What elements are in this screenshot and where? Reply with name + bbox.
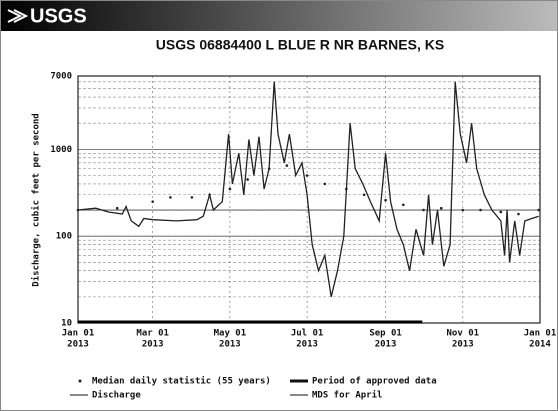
- y-tick-label: 1000: [50, 145, 72, 155]
- median-dot: [323, 182, 327, 186]
- median-dot: [479, 208, 482, 212]
- y-tick-label: 10: [61, 319, 72, 329]
- discharge-line: [77, 81, 539, 298]
- chart-title: USGS 06884400 L BLUE R NR BARNES, KS: [156, 37, 444, 53]
- x-tick-year: 2013: [452, 340, 474, 350]
- legend-label: Period of approved data: [312, 376, 437, 387]
- median-dot: [461, 208, 465, 212]
- median-dot: [401, 203, 405, 207]
- x-tick-year: 2013: [219, 340, 241, 350]
- median-dot: [345, 187, 348, 191]
- x-tick-label: May 01: [214, 329, 247, 339]
- median-dot: [115, 206, 119, 210]
- median-dot: [246, 178, 249, 181]
- header-bar: [1, 1, 557, 31]
- x-tick-label: Sep 01: [369, 329, 402, 339]
- median-dot: [439, 206, 443, 210]
- median-dot: [422, 208, 425, 212]
- x-tick-year: 2013: [142, 340, 164, 350]
- median-dot: [537, 208, 541, 212]
- median-dot: [151, 200, 154, 203]
- x-tick-year: 2013: [67, 340, 89, 350]
- legend-swatch: [78, 379, 82, 383]
- x-tick-label: Jan 01: [524, 329, 557, 339]
- y-tick-label: 100: [56, 232, 72, 242]
- legend-label: MDS for April: [312, 390, 382, 401]
- x-tick-year: 2013: [375, 340, 397, 350]
- median-dot: [517, 212, 520, 216]
- logo: USGS: [30, 5, 87, 27]
- median-dot: [76, 208, 80, 212]
- median-dot: [208, 193, 211, 197]
- legend-label: Median daily statistic (55 years): [92, 376, 271, 387]
- median-dot: [285, 164, 289, 167]
- x-tick-label: Jan 01: [62, 329, 95, 339]
- median-dot: [169, 196, 172, 199]
- median-dot: [267, 167, 271, 170]
- median-dot: [305, 174, 309, 177]
- median-dot: [384, 198, 387, 202]
- x-tick-label: Jul 01: [291, 329, 324, 339]
- median-dot: [228, 187, 232, 191]
- y-tick-label: 7000: [50, 72, 72, 82]
- median-dot: [362, 193, 366, 197]
- x-tick-label: Mar 01: [136, 329, 169, 339]
- x-tick-year: 2013: [296, 340, 318, 350]
- x-tick-label: Nov 01: [447, 329, 480, 339]
- median-dot: [190, 196, 194, 199]
- median-dot: [499, 210, 503, 214]
- y-axis-label: Discharge, cubic feet per second: [31, 113, 42, 286]
- logo-mark: [7, 9, 29, 23]
- x-tick-year: 2014: [529, 340, 551, 350]
- legend-label: Discharge: [92, 390, 141, 401]
